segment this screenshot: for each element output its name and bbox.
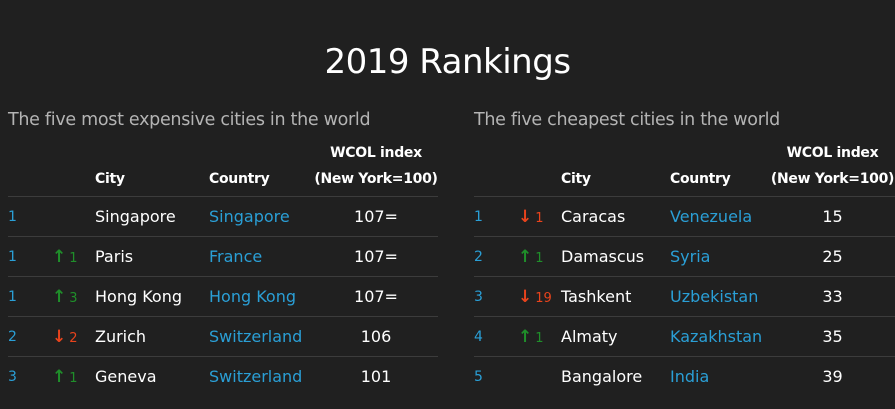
table-row: 1 ↑ 1 Paris France 107= [8,236,438,277]
country-link[interactable]: Syria [670,236,770,277]
index-header: WCOL index (New York=100) [314,140,438,197]
page-title: 2019 Rankings [324,42,571,82]
wcol-index: 107= [314,196,438,237]
country-link[interactable]: France [209,236,314,277]
wcol-index: 107= [314,276,438,317]
country-link[interactable]: Venezuela [670,196,770,237]
index-header: WCOL index (New York=100) [770,140,895,197]
country-link[interactable]: Switzerland [209,367,303,386]
city: Caracas [561,196,670,237]
wcol-index: 15 [770,196,895,237]
rank: 2 [8,316,52,357]
city: Geneva [95,367,157,386]
city-header: City [95,140,209,197]
rank-change: ↓ 1 [518,196,561,237]
table-row: 2 ↓ 2 Zurich Switzerland 106 [8,316,438,357]
table-row: 1 ↓ 1 Caracas Venezuela 15 [474,196,895,237]
country-link[interactable]: Switzerland [209,316,314,357]
rank: 1 [8,196,52,237]
arrow-up-icon: ↑ [52,286,67,307]
table-row: 3 ↑ 1 Geneva Switzerland 101 [8,357,438,397]
expensive-subtitle: The five most expensive cities in the wo… [8,110,371,130]
wcol-index: 106 [314,316,438,357]
country-header: Country [670,140,770,197]
rank: 4 [474,316,518,357]
rank: 1 [8,236,52,277]
rank-change [518,357,561,397]
arrow-up-icon: ↑ [52,366,67,387]
arrow-down-icon: ↓ [518,206,533,227]
country-link[interactable]: India [670,367,710,386]
rank-change [52,196,95,237]
city: Hong Kong [95,276,209,317]
rank-change: ↑ 1 [518,236,561,277]
wcol-index: 25 [770,236,895,277]
rank: 5 [474,368,483,385]
wcol-index: 35 [770,316,895,357]
rank: 1 [8,276,52,317]
arrow-up-icon: ↑ [52,246,67,267]
city: Singapore [95,196,209,237]
rank: 3 [474,276,518,317]
rank: 2 [474,236,518,277]
arrow-down-icon: ↓ [518,286,533,307]
country-link[interactable]: Kazakhstan [670,316,770,357]
city: Paris [95,236,209,277]
city: Damascus [561,236,670,277]
rank-change: ↑ 1 [52,366,78,387]
country-link[interactable]: Uzbekistan [670,276,770,317]
rank-change: ↓ 19 [518,276,561,317]
cheapest-subtitle: The five cheapest cities in the world [474,110,780,130]
rank: 1 [474,196,518,237]
wcol-index: 39 [822,367,843,386]
arrow-up-icon: ↑ [518,326,533,347]
wcol-index: 33 [770,276,895,317]
city-header: City [561,140,670,197]
table-row: 4 ↑ 1 Almaty Kazakhstan 35 [474,316,895,357]
rank-change: ↓ 2 [52,316,95,357]
arrow-down-icon: ↓ [52,326,67,347]
wcol-index: 107= [314,236,438,277]
country-link[interactable]: Singapore [209,196,314,237]
table-row: 1 ↑ 3 Hong Kong Hong Kong 107= [8,276,438,317]
city: Almaty [561,316,670,357]
table-row: 5 Bangalore India 39 [474,357,895,397]
city: Bangalore [561,367,643,386]
city: Tashkent [561,276,670,317]
table-header: City Country WCOL index (New York=100) [474,140,895,197]
table-row: 2 ↑ 1 Damascus Syria 25 [474,236,895,277]
country-link[interactable]: Hong Kong [209,276,314,317]
table-row: 3 ↓ 19 Tashkent Uzbekistan 33 [474,276,895,317]
rank-change: ↑ 1 [518,316,561,357]
expensive-table: City Country WCOL index (New York=100) 1 S… [8,140,438,396]
rank: 3 [8,368,17,385]
rank-change: ↑ 1 [52,236,95,277]
rank-change: ↑ 3 [52,276,95,317]
arrow-up-icon: ↑ [518,246,533,267]
table-header: City Country WCOL index (New York=100) [8,140,438,197]
table-row: 1 Singapore Singapore 107= [8,196,438,237]
cheapest-panel: The five cheapest cities in the world Ci… [474,110,895,396]
country-header: Country [209,140,314,197]
cheapest-table: City Country WCOL index (New York=100) 1 ↓… [474,140,895,396]
city: Zurich [95,316,209,357]
expensive-panel: The five most expensive cities in the wo… [8,110,438,396]
wcol-index: 101 [360,367,392,386]
